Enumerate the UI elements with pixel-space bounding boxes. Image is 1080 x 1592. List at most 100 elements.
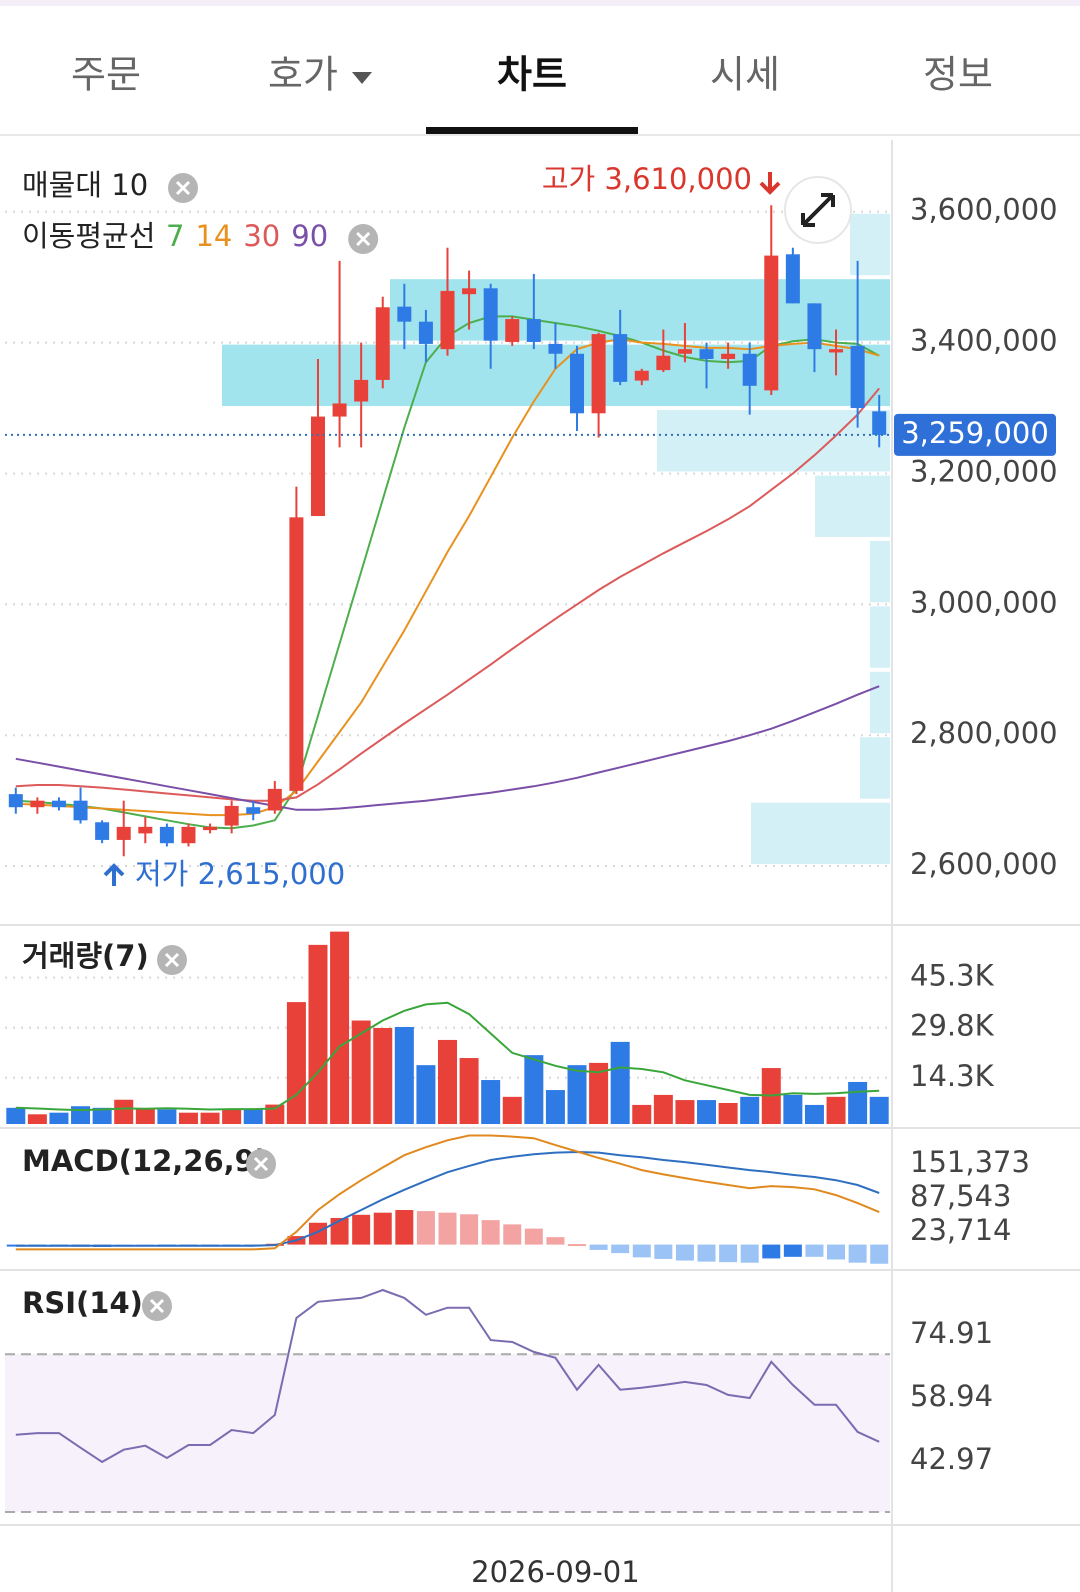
macd-histogram-bar: [568, 1244, 587, 1247]
candle-body: [656, 355, 671, 371]
volume-bar: [49, 1112, 69, 1124]
macd-histogram-bar: [395, 1210, 414, 1245]
candle-body: [677, 349, 692, 354]
candle-body: [332, 403, 347, 417]
macd-line: [15, 1134, 880, 1251]
volume-bar: [740, 1096, 760, 1124]
volume-bar: [848, 1081, 868, 1124]
y-tick-label: 2,800,000: [910, 716, 1058, 750]
candle-body: [289, 517, 304, 791]
candle-body: [829, 349, 844, 353]
volume-bar: [27, 1114, 47, 1124]
panel-title: 거래량(7): [22, 939, 149, 973]
panel-dividers: [0, 140, 1080, 1592]
tab[interactable]: 호가: [268, 53, 338, 97]
y-tick-label: 45.3K: [910, 959, 995, 993]
volume-average-line: [15, 1001, 880, 1112]
candle-body: [699, 349, 714, 359]
volume-profile-bar: [860, 737, 890, 799]
volume-bar: [783, 1094, 803, 1124]
candle-body: [505, 319, 520, 342]
volume-bar: [697, 1100, 717, 1124]
volume-bar: [524, 1055, 544, 1124]
close-icon[interactable]: [253, 1156, 269, 1172]
candle-body: [850, 345, 865, 409]
volume-profile-bar: [870, 671, 890, 734]
macd-histogram-bar: [589, 1244, 608, 1250]
tab[interactable]: 주문: [71, 53, 141, 97]
macd-histogram-bar: [675, 1244, 694, 1261]
candle-body: [95, 822, 110, 840]
volume-bar: [502, 1096, 522, 1124]
status-strip: [0, 0, 1080, 6]
volume-bar: [610, 1041, 630, 1124]
y-tick-label: 29.8K: [910, 1009, 995, 1043]
macd-histogram-bar: [481, 1220, 500, 1245]
rsi-band: [5, 1354, 890, 1512]
macd-histogram-bar: [805, 1244, 824, 1257]
legend-entry: 90: [291, 219, 328, 253]
close-icon[interactable]: [175, 180, 191, 196]
candle-body: [224, 805, 239, 826]
y-tick-label: 3,400,000: [910, 324, 1058, 358]
panel-title: MACD(12,26,9): [22, 1144, 268, 1178]
volume-bar: [804, 1104, 824, 1124]
volume-bar: [545, 1090, 565, 1124]
volume-bar: [438, 1039, 457, 1124]
y-tick-label: 3,000,000: [910, 585, 1058, 619]
dropdown-icon[interactable]: [352, 72, 372, 84]
macd-histogram-bar: [611, 1244, 630, 1254]
volume-bar: [71, 1106, 91, 1124]
close-icon[interactable]: [149, 1298, 165, 1314]
legend-title: 매물대 10: [22, 168, 148, 202]
candle-body: [483, 288, 498, 341]
moving-average-line: [15, 387, 880, 802]
candle-body: [526, 319, 541, 342]
volume-bar: [351, 1020, 371, 1124]
candle-body: [613, 334, 628, 382]
y-tick-label: 42.97: [910, 1442, 993, 1476]
candle-body: [418, 321, 433, 344]
high-annotation: 고가 3,610,000: [542, 162, 752, 196]
candle-body: [785, 254, 800, 304]
legend-title: 이동평균선: [22, 219, 155, 253]
expand-icon[interactable]: [801, 193, 835, 227]
close-icon[interactable]: [356, 231, 371, 247]
macd-histogram-bar: [762, 1244, 781, 1259]
y-tick-label: 14.3K: [910, 1059, 995, 1093]
volume-profile-bar: [870, 606, 890, 668]
macd-histogram-bar: [827, 1244, 846, 1260]
macd-histogram-bar: [654, 1244, 673, 1259]
macd-histogram-bar: [697, 1244, 716, 1262]
macd-histogram-bar: [719, 1244, 738, 1263]
tab[interactable]: 시세: [710, 53, 780, 97]
x-tick-label: 2026-09-01: [471, 1555, 640, 1589]
y-tick-label: 58.94: [910, 1379, 993, 1413]
volume-bar: [308, 944, 328, 1124]
volume-bar: [567, 1065, 587, 1124]
tab[interactable]: 정보: [923, 53, 993, 97]
candle-body: [570, 353, 585, 414]
candle-body: [462, 288, 477, 295]
candle-body: [872, 411, 887, 435]
macd-histogram-bar: [308, 1222, 327, 1245]
macd-histogram-bar: [503, 1224, 522, 1245]
candle-body: [246, 807, 261, 814]
candle-body: [721, 353, 736, 359]
macd-histogram-bar: [330, 1217, 349, 1245]
overlay: 매물대 10 이동평균선 거래량(7) MACD(12,26,9) RSI(14…: [22, 162, 1056, 1589]
legend-entry: 7: [166, 219, 184, 253]
volume-bar: [653, 1094, 673, 1124]
candle-body: [138, 826, 153, 834]
volume-bar: [632, 1104, 652, 1124]
expand-button[interactable]: [784, 176, 852, 244]
tab[interactable]: 차트: [497, 53, 567, 97]
close-icon[interactable]: [164, 952, 180, 968]
macd-histogram-bar: [632, 1244, 651, 1258]
volume-bar: [589, 1062, 609, 1124]
volume-bar: [222, 1109, 242, 1124]
volume-profile-bar: [751, 802, 890, 865]
low-arrow: [103, 863, 125, 886]
macd-histogram-bar: [352, 1214, 371, 1245]
